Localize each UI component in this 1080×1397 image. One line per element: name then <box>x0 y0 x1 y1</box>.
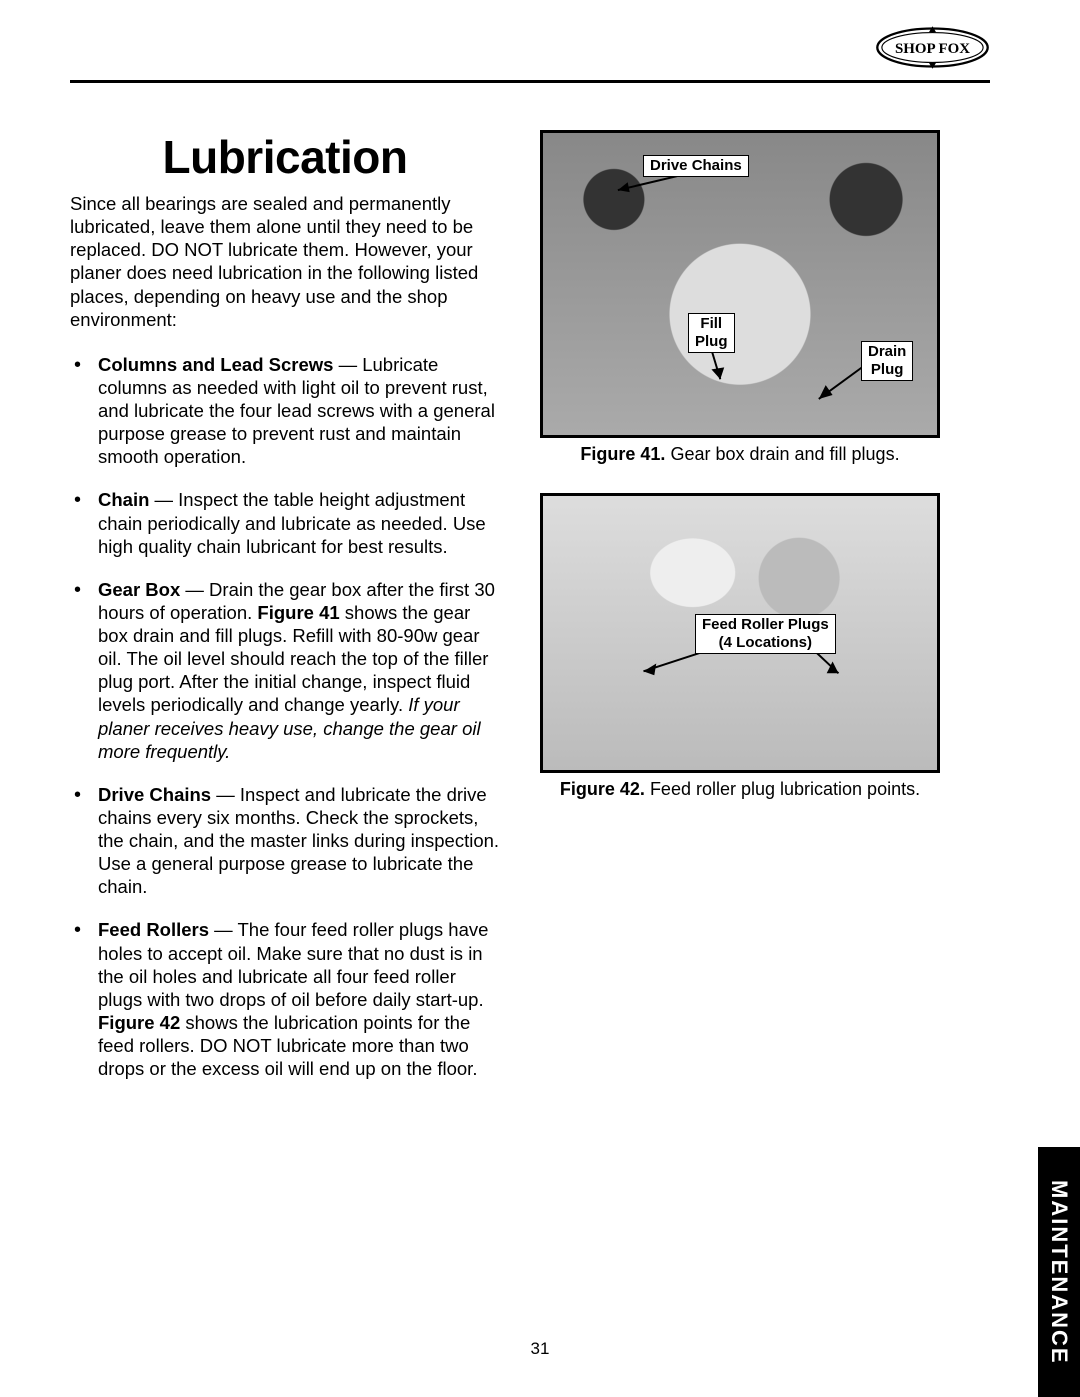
section-tab: MAINTENANCE <box>1038 1147 1080 1397</box>
figure-ref: Figure 41 <box>257 602 339 623</box>
callout-fill-plug: Fill Plug <box>688 313 735 353</box>
page-number: 31 <box>0 1339 1080 1359</box>
figure-41-image: Drive Chains Fill Plug Drain Plug <box>540 130 940 438</box>
content-columns: Lubrication Since all bearings are seale… <box>70 30 990 1100</box>
lubrication-list: Columns and Lead Screws — Lubricate colu… <box>70 353 500 1081</box>
figure-column: Drive Chains Fill Plug Drain Plug Figure… <box>540 130 940 1100</box>
brand-text: SHOP FOX <box>895 41 970 57</box>
caption-rest: Feed roller plug lubrication points. <box>645 779 920 799</box>
list-item: Gear Box — Drain the gear box after the … <box>98 578 500 763</box>
callout-drain-plug: Drain Plug <box>861 341 913 381</box>
item-label: Columns and Lead Screws <box>98 354 333 375</box>
figure-42: Feed Roller Plugs (4 Locations) Figure 4… <box>540 493 940 800</box>
callout-arrows <box>543 133 937 436</box>
figure-ref: Figure 42 <box>98 1012 180 1033</box>
section-tab-label: MAINTENANCE <box>1046 1180 1072 1365</box>
list-item: Columns and Lead Screws — Lubricate colu… <box>98 353 500 469</box>
header-rule <box>70 80 990 83</box>
brand-logo: SHOP FOX <box>875 25 990 70</box>
list-item: Feed Rollers — The four feed roller plug… <box>98 918 500 1080</box>
list-item: Chain — Inspect the table height adjustm… <box>98 488 500 557</box>
figure-41: Drive Chains Fill Plug Drain Plug Figure… <box>540 130 940 465</box>
figure-42-caption: Figure 42. Feed roller plug lubrication … <box>540 779 940 800</box>
caption-rest: Gear box drain and fill plugs. <box>665 444 899 464</box>
caption-bold: Figure 42. <box>560 779 645 799</box>
page: SHOP FOX Lubrication Since all bearings … <box>0 0 1080 1397</box>
figure-42-image: Feed Roller Plugs (4 Locations) <box>540 493 940 773</box>
list-item: Drive Chains — Inspect and lubricate the… <box>98 783 500 899</box>
callout-feed-rollers: Feed Roller Plugs (4 Locations) <box>695 614 836 654</box>
item-label: Gear Box <box>98 579 180 600</box>
item-label: Feed Rollers <box>98 919 209 940</box>
callout-drive-chains: Drive Chains <box>643 155 749 177</box>
figure-41-caption: Figure 41. Gear box drain and fill plugs… <box>540 444 940 465</box>
item-label: Chain <box>98 489 149 510</box>
text-column: Lubrication Since all bearings are seale… <box>70 130 500 1100</box>
intro-paragraph: Since all bearings are sealed and perman… <box>70 192 500 331</box>
caption-bold: Figure 41. <box>580 444 665 464</box>
item-body: — Inspect the table height adjustment ch… <box>98 489 486 556</box>
page-title: Lubrication <box>70 130 500 184</box>
item-label: Drive Chains <box>98 784 211 805</box>
